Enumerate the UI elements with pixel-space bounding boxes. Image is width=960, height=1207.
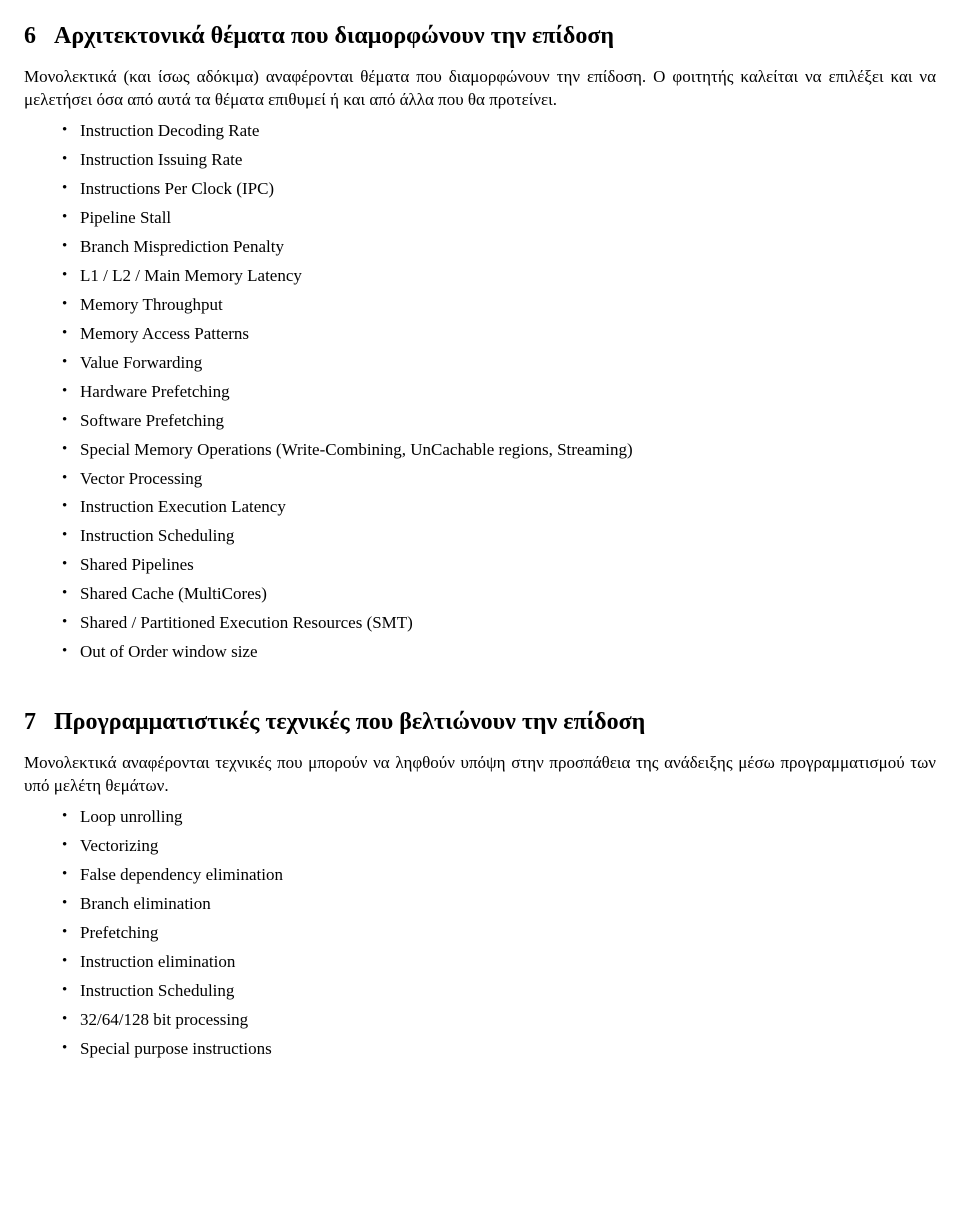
section-7-heading: 7 Προγραμματιστικές τεχνικές που βελτιώνο… [24, 706, 936, 738]
list-item: Pipeline Stall [62, 207, 936, 230]
list-item: Value Forwarding [62, 352, 936, 375]
list-item: Memory Access Patterns [62, 323, 936, 346]
section-7-title: Προγραμματιστικές τεχνικές που βελτιώνου… [54, 709, 645, 735]
list-item: Instruction Decoding Rate [62, 120, 936, 143]
list-item: False dependency elimination [62, 864, 936, 887]
list-item: L1 / L2 / Main Memory Latency [62, 265, 936, 288]
list-item: Special purpose instructions [62, 1038, 936, 1061]
list-item: Special Memory Operations (Write-Combini… [62, 439, 936, 462]
list-item: Prefetching [62, 922, 936, 945]
section-7: 7 Προγραμματιστικές τεχνικές που βελτιώνο… [24, 706, 936, 1061]
list-item: Branch elimination [62, 893, 936, 916]
list-item: Memory Throughput [62, 294, 936, 317]
list-item: Instruction Execution Latency [62, 496, 936, 519]
list-item: Software Prefetching [62, 410, 936, 433]
list-item: Instruction elimination [62, 951, 936, 974]
list-item: Hardware Prefetching [62, 381, 936, 404]
list-item: Loop unrolling [62, 806, 936, 829]
list-item: Instruction Scheduling [62, 980, 936, 1003]
section-6-paragraph: Μονολεκτικά (και ίσως αδόκιμα) αναφέροντ… [24, 66, 936, 112]
list-item: Instructions Per Clock (IPC) [62, 178, 936, 201]
list-item: Shared Cache (MultiCores) [62, 583, 936, 606]
list-item: Instruction Scheduling [62, 525, 936, 548]
list-item: 32/64/128 bit processing [62, 1009, 936, 1032]
list-item: Out of Order window size [62, 641, 936, 664]
section-7-number: 7 [24, 706, 36, 738]
list-item: Vector Processing [62, 468, 936, 491]
section-6: 6 Αρχιτεκτονικά θέματα που διαμορφώνουν τ… [24, 20, 936, 664]
list-item: Vectorizing [62, 835, 936, 858]
list-item: Branch Misprediction Penalty [62, 236, 936, 259]
list-item: Shared / Partitioned Execution Resources… [62, 612, 936, 635]
section-6-heading: 6 Αρχιτεκτονικά θέματα που διαμορφώνουν τ… [24, 20, 936, 52]
list-item: Shared Pipelines [62, 554, 936, 577]
section-6-list: Instruction Decoding Rate Instruction Iss… [62, 120, 936, 664]
section-7-paragraph: Μονολεκτικά αναφέρονται τεχνικές που μπο… [24, 752, 936, 798]
section-7-list: Loop unrolling Vectorizing False dependenc… [62, 806, 936, 1060]
section-6-title: Αρχιτεκτονικά θέματα που διαμορφώνουν τη… [54, 23, 614, 49]
section-6-number: 6 [24, 20, 36, 52]
list-item: Instruction Issuing Rate [62, 149, 936, 172]
